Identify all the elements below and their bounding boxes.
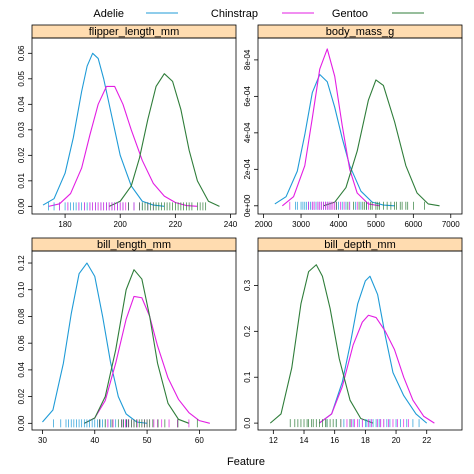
x-tick-label: 16 <box>330 436 339 445</box>
density-line-chinstrap <box>84 295 210 424</box>
x-tick-label: 3000 <box>292 220 310 229</box>
plot-area <box>257 250 463 431</box>
y-tick-label: 0.01 <box>17 173 26 189</box>
density-line-chinstrap <box>48 85 198 207</box>
x-tick-label: 4000 <box>330 220 348 229</box>
density-line-chinstrap <box>281 48 380 207</box>
legend-label-gentoo: Gentoo <box>332 8 368 20</box>
density-line-gentoo <box>269 264 374 424</box>
panel-bill-length-mm: bill_length_mm 30 40 50 60 0.00 0.02 0.04 0.06 0.… <box>17 237 237 445</box>
panel-title: bill_depth_mm <box>324 239 396 251</box>
density-line-chinstrap <box>319 314 435 424</box>
panel-flipper-length-mm: flipper_length_mm 180 200 220 240 0.00 0.01 0.0… <box>17 24 238 229</box>
rug-chinstrap <box>289 201 369 210</box>
y-tick-label: 2e-04 <box>243 159 252 180</box>
x-tick-label: 60 <box>195 436 204 445</box>
x-tick-label: 180 <box>58 220 72 229</box>
plot-area <box>31 37 237 215</box>
panel-title: body_mass_g <box>326 26 395 38</box>
plot-area <box>257 37 463 215</box>
x-tick-label: 14 <box>300 436 309 445</box>
y-tick-label: 0.10 <box>17 281 26 297</box>
y-tick-label: 0.00 <box>17 198 26 214</box>
x-tick-label: 20 <box>392 436 401 445</box>
panel-bill-depth-mm: bill_depth_mm 12 14 16 18 20 22 0.0 0.1 0.2 0.3 <box>243 237 463 445</box>
x-tick-label: 50 <box>143 436 152 445</box>
x-axis-label: Feature <box>227 456 265 468</box>
panel-title: bill_length_mm <box>97 239 171 251</box>
x-tick-label: 12 <box>269 436 278 445</box>
plot-area <box>31 250 237 431</box>
density-line-gentoo <box>323 79 440 207</box>
y-tick-label: 0.05 <box>17 70 26 86</box>
x-tick-label: 240 <box>224 220 238 229</box>
y-tick-label: 8e-04 <box>243 49 252 70</box>
density-line-gentoo <box>84 269 190 424</box>
y-tick-label: 0.3 <box>243 279 252 291</box>
x-tick-label: 2000 <box>255 220 273 229</box>
y-tick-label: 0.12 <box>17 255 26 271</box>
y-tick-label: 0e+00 <box>243 194 252 217</box>
x-tick-label: 5000 <box>367 220 385 229</box>
density-line-adelie <box>319 275 428 424</box>
panel-title: flipper_length_mm <box>89 26 180 38</box>
x-tick-label: 6000 <box>404 220 422 229</box>
x-tick-label: 22 <box>422 436 431 445</box>
density-line-gentoo <box>108 73 220 207</box>
x-tick-label: 18 <box>361 436 370 445</box>
y-tick-label: 0.06 <box>17 335 26 351</box>
x-tick-label: 40 <box>90 436 99 445</box>
panel-body-mass-g: body_mass_g 2000 3000 4000 5000 6000 7000 0e+00… <box>243 24 463 229</box>
rug-gentoo <box>99 419 198 428</box>
density-line-adelie <box>42 262 148 424</box>
y-tick-label: 0.02 <box>17 388 26 404</box>
x-tick-label: 7000 <box>442 220 460 229</box>
rug-gentoo <box>128 202 207 211</box>
y-tick-label: 0.03 <box>17 121 26 137</box>
y-tick-label: 0.00 <box>17 415 26 431</box>
y-tick-label: 4e-04 <box>243 122 252 143</box>
density-line-adelie <box>42 52 165 207</box>
legend-label-adelie: Adelie <box>93 8 124 20</box>
y-tick-label: 0.02 <box>17 147 26 163</box>
y-tick-label: 6e-04 <box>243 86 252 107</box>
x-tick-label: 200 <box>114 220 128 229</box>
y-tick-label: 0.08 <box>17 308 26 324</box>
panels: flipper_length_mm 180 200 220 240 0.00 0.01 0.0… <box>17 24 463 445</box>
rug-gentoo <box>289 419 351 428</box>
y-tick-label: 0.2 <box>243 325 252 337</box>
x-tick-label: 30 <box>38 436 47 445</box>
y-tick-label: 0.1 <box>243 371 252 383</box>
y-tick-label: 0.0 <box>243 417 252 429</box>
density-line-adelie <box>274 73 395 207</box>
y-tick-label: 0.04 <box>17 96 26 112</box>
legend-label-chinstrap: Chinstrap <box>211 8 258 20</box>
rug-gentoo <box>336 201 425 210</box>
legend: Adelie Chinstrap Gentoo <box>93 8 424 20</box>
rug-adelie <box>53 419 127 428</box>
y-tick-label: 0.06 <box>17 45 26 61</box>
rug-chinstrap <box>340 419 409 428</box>
x-tick-label: 220 <box>169 220 183 229</box>
y-tick-label: 0.04 <box>17 362 26 378</box>
